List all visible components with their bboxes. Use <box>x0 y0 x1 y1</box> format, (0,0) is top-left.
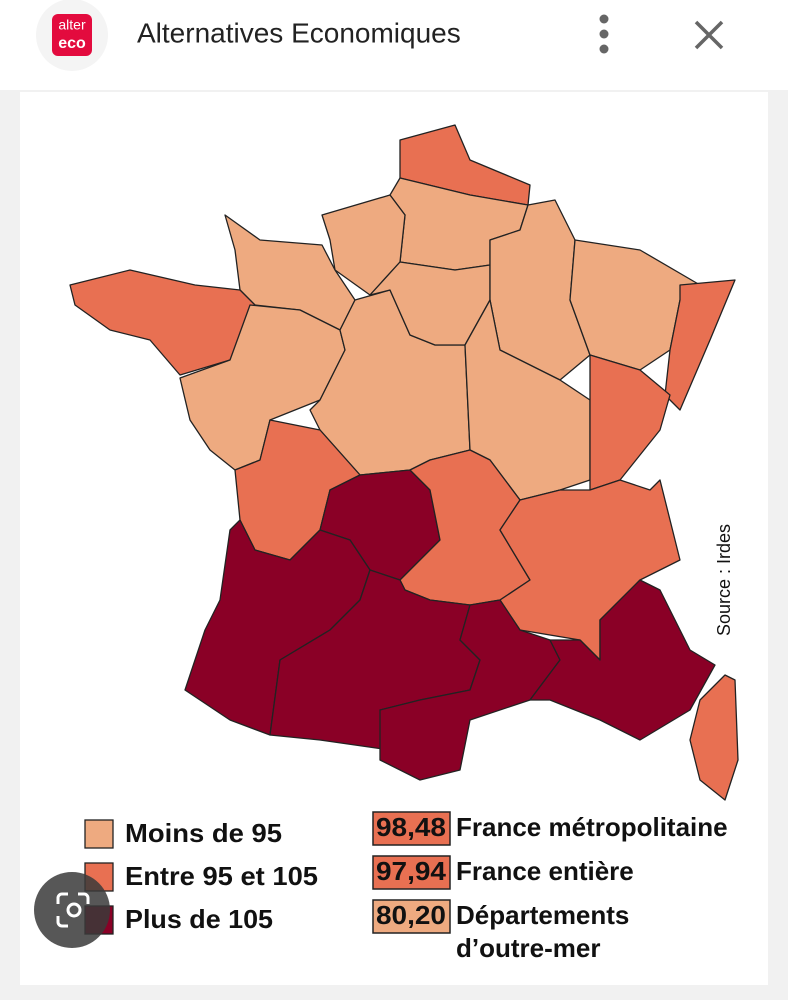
region <box>689 674 739 801</box>
map <box>69 124 739 801</box>
legend: Moins de 95 Entre 95 et 105 Plus de 105 <box>84 818 318 935</box>
source: Source : Irdes <box>714 524 734 636</box>
region <box>589 354 671 491</box>
stat-box <box>372 811 451 846</box>
stat-label: Départements <box>456 900 629 930</box>
stats: 98,48 France métropolitaine 97,94 France en… <box>372 811 728 963</box>
lens-icon <box>56 892 90 928</box>
legend-swatch <box>84 819 114 849</box>
region <box>664 279 736 411</box>
stat-value: 97,94 <box>376 856 447 886</box>
lens-button[interactable] <box>34 872 110 948</box>
close-button[interactable] <box>694 20 724 50</box>
logo <box>52 14 92 56</box>
stat-value: 98,48 <box>376 812 446 842</box>
stat-label: d’outre-mer <box>456 933 600 963</box>
legend-label: Plus de 105 <box>125 904 273 934</box>
legend-label: Moins de 95 <box>125 818 282 848</box>
region <box>529 579 716 741</box>
menu-button[interactable] <box>599 14 609 54</box>
stat-label: France métropolitaine <box>456 812 728 842</box>
stat-value: 80,20 <box>376 900 446 930</box>
stat-box <box>372 899 451 934</box>
region <box>379 599 561 781</box>
legend-label: Entre 95 et 105 <box>125 861 318 891</box>
stat-box <box>372 855 451 890</box>
logo-text: eco <box>58 35 86 52</box>
logo-text: alter <box>58 17 86 33</box>
site-title: Alternatives Economiques <box>137 17 461 48</box>
top-bar <box>0 0 788 90</box>
stat-label: France entière <box>456 856 634 886</box>
